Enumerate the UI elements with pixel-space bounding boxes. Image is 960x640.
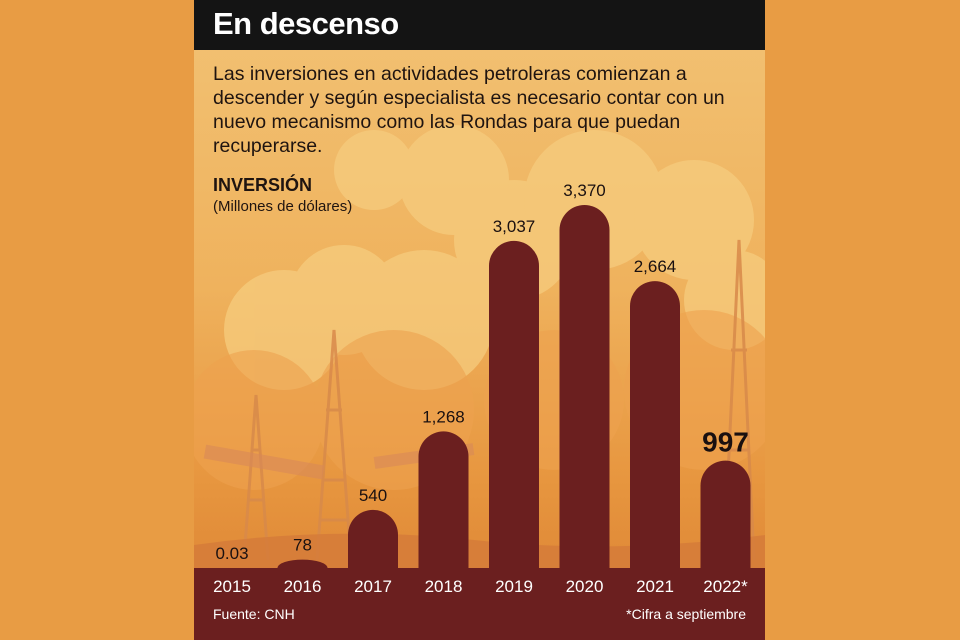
y-axis-unit-label: (Millones de dólares) [213,198,353,215]
x-tick-label-2022: 2022* [703,577,748,596]
x-tick-label-2017: 2017 [354,577,392,596]
bar-2020 [559,205,610,568]
x-tick-label-2021: 2021 [636,577,674,596]
infographic-card: En descenso Las inversiones en actividad… [194,0,765,640]
footnote: *Cifra a septiembre [626,606,746,622]
value-label-2018: 1,268 [422,407,465,426]
description-text: Las inversiones en actividades petrolera… [213,63,725,157]
x-tick-label-2015: 2015 [213,577,251,596]
x-tick-label-2020: 2020 [566,577,604,596]
value-label-2022: 997 [702,427,749,458]
x-tick-label-2018: 2018 [425,577,463,596]
bar-2019 [489,240,539,568]
bar-2021 [630,281,680,568]
value-label-2019: 3,037 [493,217,536,236]
page-title: En descenso [213,6,399,41]
value-label-2021: 2,664 [634,257,677,276]
bar-2016 [277,559,328,568]
bar-2022 [700,460,751,568]
chart-baseline-band [194,568,765,640]
y-axis-label: INVERSIÓN [213,175,313,195]
value-label-2015: 0.03 [215,544,248,563]
x-tick-label-2016: 2016 [284,577,322,596]
bar-2017 [348,509,398,568]
bar-chart: 0.03 2015 78 2016 540 2017 1,268 2018 3,037 2019 3… [213,181,751,596]
value-label-2016: 78 [293,536,312,555]
bar-2018 [418,431,469,568]
title-bar: En descenso [194,0,765,50]
value-label-2017: 540 [359,486,387,505]
source-note: Fuente: CNH [213,606,295,622]
x-tick-label-2019: 2019 [495,577,533,596]
value-label-2020: 3,370 [563,181,606,200]
